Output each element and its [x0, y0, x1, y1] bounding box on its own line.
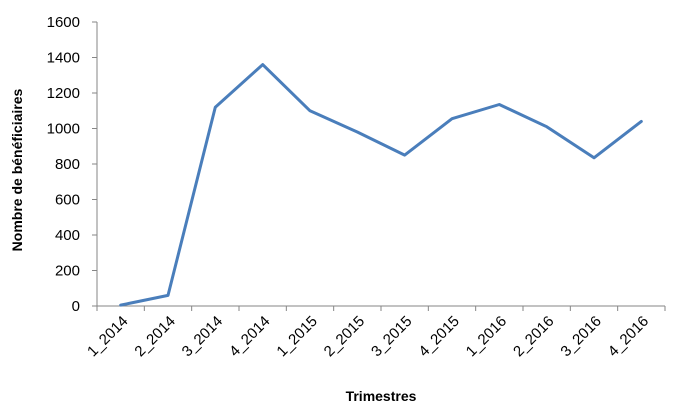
- x-tick-label: 3_2014: [179, 313, 226, 360]
- y-axis-title: Nombre de bénéficiaires: [9, 88, 25, 251]
- series-line: [119, 63, 643, 307]
- y-tick-label: 800: [55, 156, 80, 173]
- x-tick-label: 2_2014: [131, 313, 178, 360]
- y-tick-label: 600: [55, 192, 80, 209]
- x-tick-label: 4_2014: [226, 313, 273, 360]
- y-tick-label: 200: [55, 263, 80, 280]
- x-tick-label: 3_2015: [368, 313, 415, 360]
- series-layer: [119, 63, 643, 307]
- x-tick-label: 4_2015: [415, 313, 462, 360]
- y-axis: 0 200 400 600 800 1000 1200 1400 1600: [47, 14, 98, 315]
- x-tick-label: 2_2015: [321, 313, 368, 360]
- x-tick-label: 4_2016: [605, 313, 652, 360]
- x-tick-label: 3_2016: [557, 313, 604, 360]
- x-tick-label: 2_2016: [510, 313, 557, 360]
- y-tick-label: 0: [72, 298, 80, 315]
- y-tick-label: 400: [55, 227, 80, 244]
- y-tick-label: 1600: [47, 14, 80, 31]
- y-tick-label: 1200: [47, 85, 80, 102]
- x-axis-title: Trimestres: [346, 388, 417, 404]
- y-tick-label: 1400: [47, 50, 80, 67]
- x-tick-label: 1_2014: [84, 313, 131, 360]
- x-tick-label: 1_2016: [463, 313, 510, 360]
- x-axis: 1_2014 2_2014 3_2014 4_2014 1_2015 2_2015 3_20…: [84, 305, 666, 360]
- x-tick-label: 1_2015: [273, 313, 320, 360]
- y-tick-label: 1000: [47, 121, 80, 138]
